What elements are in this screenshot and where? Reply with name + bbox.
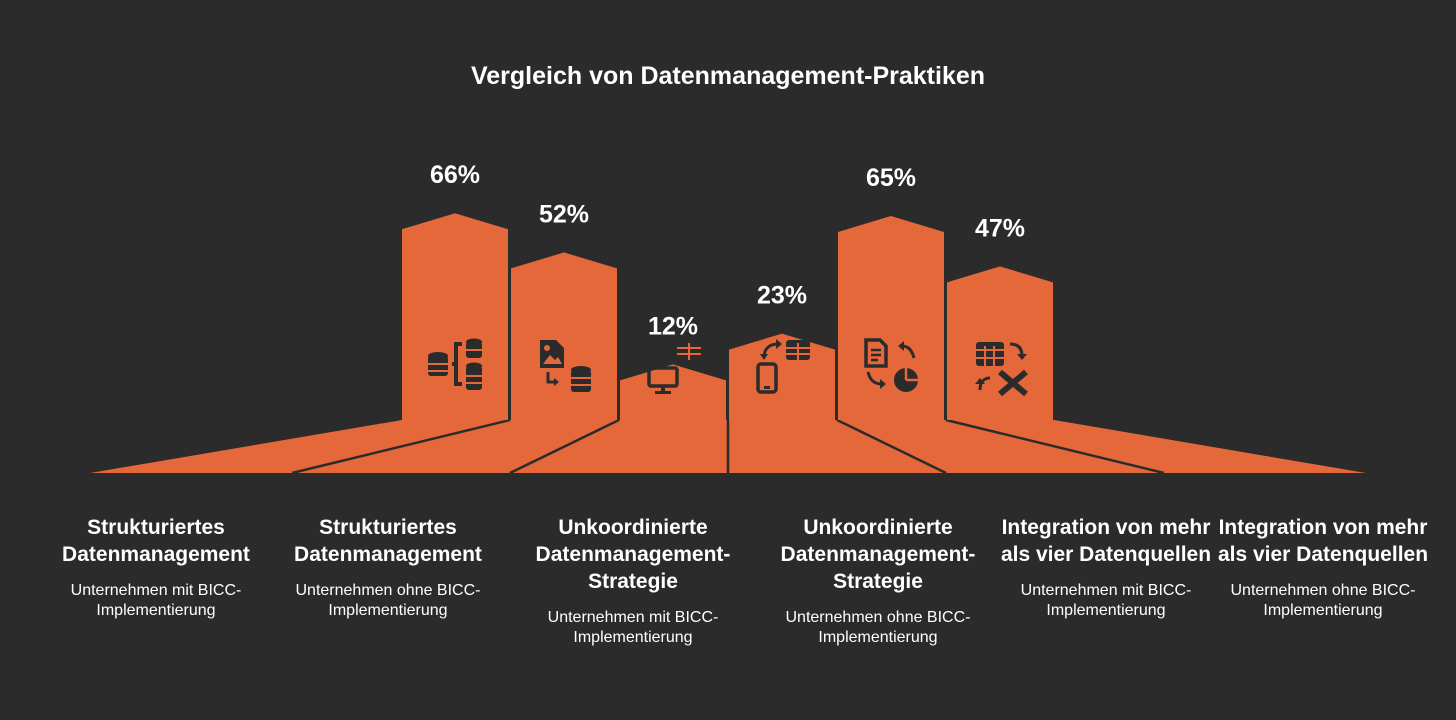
category-title: Unkoordinierte Datenmanagement-Strategie [780,516,976,593]
bar-value-label: 23% [757,282,807,310]
category-subtitle: Unternehmen mit BICC-Implementierung [1020,582,1192,619]
floor-divider [291,418,511,475]
category-title: Integration von mehr als vier Datenquell… [1000,516,1212,566]
floor-divider [945,418,1165,475]
document-to-pie-chart-icon [864,338,918,392]
category-title: Strukturiertes Datenmanagement [294,516,482,566]
bar-value-label: 47% [975,214,1025,242]
category-label: Unkoordinierte Datenmanagement-Strategie… [523,514,743,648]
bar-value-label: 66% [430,161,480,189]
category-subtitle: Unternehmen mit BICC-Implementierung [70,582,242,619]
bar [620,364,726,420]
category-label: Strukturiertes Datenmanagement Unternehm… [278,514,498,621]
bar [729,333,835,420]
category-subtitle: Unternehmen ohne BICC-Implementierung [785,609,971,646]
category-subtitle: Unternehmen ohne BICC-Implementierung [1230,582,1416,619]
bar [511,252,617,420]
category-subtitle: Unternehmen ohne BICC-Implementierung [295,582,481,619]
category-label: Integration von mehr als vier Datenquell… [996,514,1216,621]
table-to-excel-icon [975,342,1028,397]
monitor-sync-table-icon [647,339,701,394]
bar [838,216,944,420]
bar-value-label: 65% [866,164,916,192]
bar [402,213,508,420]
floor-dividers [291,418,1165,475]
floor-divider [509,418,620,475]
category-label: Strukturiertes Datenmanagement Unternehm… [46,514,266,621]
bar-value-label: 12% [648,312,698,340]
image-to-database-icon [540,340,591,392]
category-label: Integration von mehr als vier Datenquell… [1213,514,1433,621]
category-label: Unkoordinierte Datenmanagement-Strategie… [768,514,988,648]
chart-title: Vergleich von Datenmanagement-Praktiken [471,62,985,90]
category-title: Strukturiertes Datenmanagement [62,516,250,566]
bar-value-label: 52% [539,200,589,228]
database-structure-icon [428,338,482,390]
category-title: Integration von mehr als vier Datenquell… [1217,516,1429,566]
category-title: Unkoordinierte Datenmanagement-Strategie [535,516,731,593]
floor-divider [836,418,947,475]
category-subtitle: Unternehmen mit BICC-Implementierung [547,609,719,646]
mobile-sync-table-icon [756,339,810,394]
